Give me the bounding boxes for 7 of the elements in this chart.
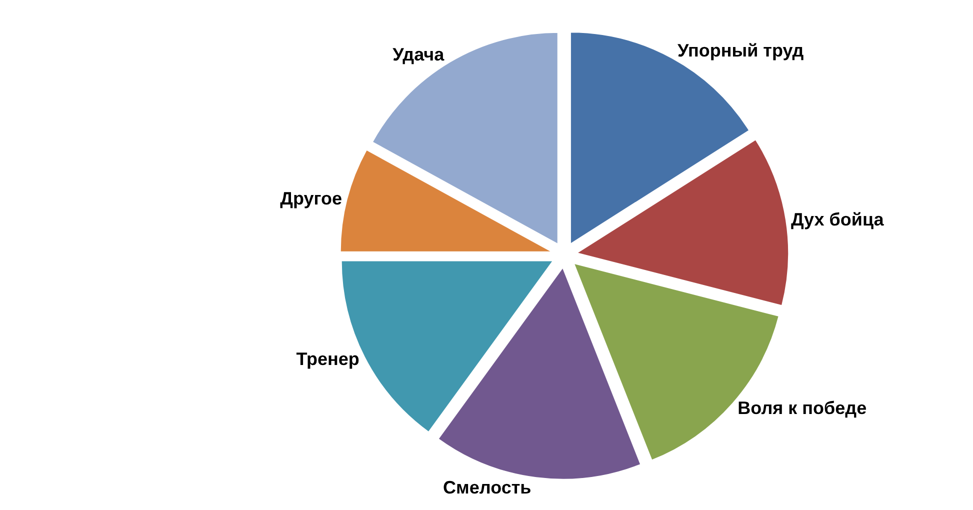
slice-label: Смелость — [443, 477, 532, 498]
slice-label: Воля к победе — [738, 398, 867, 418]
slice-label: Дух бойца — [790, 210, 885, 230]
slice-label: Упорный труд — [677, 40, 804, 61]
slice-label: Удача — [392, 44, 446, 64]
slice-label: Тренер — [296, 348, 360, 369]
slice-label: Другое — [280, 188, 342, 209]
